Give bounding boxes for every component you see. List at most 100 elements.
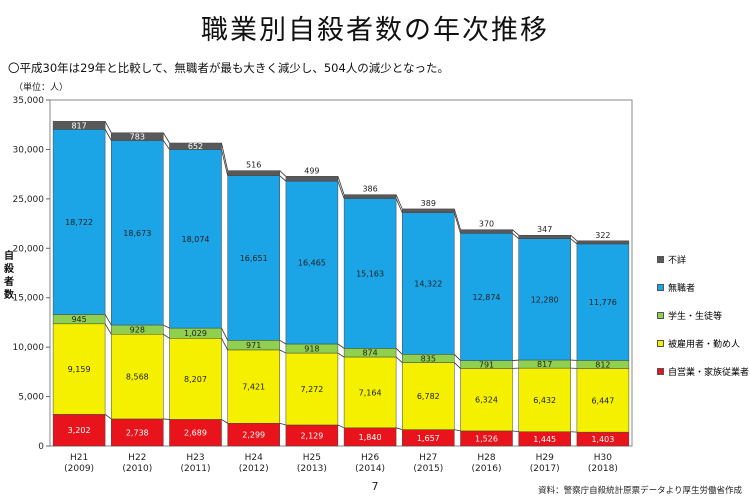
data-label-unemployed: 12,874 [473,293,501,302]
series-connector-line [395,356,403,363]
y-tick-label: 10,000 [13,343,45,353]
data-label-unknown: 817 [71,121,86,130]
bar-segment-employed [169,338,222,420]
data-label-unknown: 386 [362,185,377,194]
series-connector-line [395,348,403,355]
bar-segment-self-employed [52,414,106,447]
bar-segment-unknown [227,170,280,176]
legend-item-student: 学生・生徒等 [657,308,722,322]
x-tick-sublabel: (2014) [355,464,385,474]
data-label-employed: 6,432 [533,396,556,405]
series-connector-line [337,176,345,195]
series-connector-line [162,132,170,144]
data-label-unknown: 652 [188,142,203,151]
chart-title: 職業別自殺者数の年次推移 [201,15,549,46]
y-tick-label: 5,000 [18,393,44,403]
legend-item-unemployed: 無職者 [657,280,695,294]
series-connector-line [454,429,461,432]
series-connector-line [337,424,345,429]
bar-segment-employed [285,352,339,426]
bar-segment-unemployed [460,233,513,361]
data-label-unknown: 347 [537,225,552,234]
data-label-unknown: 370 [479,220,494,229]
y-axis-label: 自殺者数 [4,251,14,301]
bar-segment-unknown [576,240,630,245]
plot-frame [49,99,633,447]
y-tick-label: 20,000 [13,244,45,254]
bar-segment-self-employed [111,418,164,447]
data-label-student: 928 [130,326,145,335]
bar-segment-employed [52,323,106,415]
data-label-unemployed: 16,651 [240,254,268,263]
legend-label-self-employed: 自営業・家族従業者 [668,367,750,378]
series-connector-line [104,323,112,335]
x-tick-label: H22 [128,453,146,463]
bar-segment-unemployed [285,180,339,345]
series-connector-line [337,181,345,199]
y-tick-label: 15,000 [13,294,45,304]
y-tick-label: 30,000 [13,145,45,155]
series-connector-line [395,427,403,431]
series-connector-line [221,338,229,351]
series-connector-line [221,142,229,171]
data-label-unknown: 516 [246,161,261,170]
series-connector-line [221,149,229,176]
data-label-employed: 8,207 [184,375,207,384]
x-tick-label: H28 [477,453,495,463]
x-tick-sublabel: (2016) [472,464,502,474]
series-connector-line [279,349,287,354]
series-connector-line [104,414,112,420]
y-tick-label: 35,000 [13,96,45,106]
series-connector-line [512,430,519,433]
data-label-self-employed: 1,403 [591,435,614,444]
unit-label: （単位：人） [14,83,69,93]
x-tick-sublabel: (2011) [181,464,211,474]
bar-segment-unknown [111,132,164,141]
bar-segment-unemployed [402,212,455,355]
bar-segment-unknown [460,229,513,234]
bar-segment-unemployed [111,140,164,326]
x-tick-label: H25 [303,453,321,463]
data-label-student: 812 [595,360,610,369]
series-connector-line [279,170,287,177]
data-label-self-employed: 1,445 [533,435,556,444]
bar-segment-unknown [343,194,397,199]
x-tick-label: H23 [186,453,204,463]
series-connector-line [104,129,112,141]
data-label-student: 945 [71,315,86,324]
x-tick-label: H26 [361,453,379,463]
legend-item-employed: 被雇用者・勤め人 [657,336,740,350]
bar-segment-unemployed [227,175,280,341]
x-tick-label: H30 [594,453,612,463]
data-label-unknown: 322 [595,231,610,240]
data-label-unemployed: 18,673 [123,229,151,238]
data-label-unemployed: 15,163 [356,269,384,278]
series-connector-line [512,359,519,361]
bar-segment-employed [227,349,280,424]
series-connector-line [163,333,170,339]
bar-segment-unemployed [576,243,630,361]
x-tick-sublabel: (2017) [530,464,560,474]
bar-segment-unknown [518,234,571,239]
bar-segment-employed [518,367,571,432]
y-tick-label: 0 [38,442,44,452]
series-connector-line [453,212,461,234]
data-label-unemployed: 16,465 [298,259,326,268]
legend-swatch-employed [657,339,664,347]
series-connector-line [395,198,403,213]
data-label-student: 1,029 [184,329,207,338]
legend-item-unknown: 不詳 [657,252,686,266]
data-label-self-employed: 1,526 [475,434,498,443]
data-label-unemployed: 18,074 [182,235,210,244]
data-label-self-employed: 3,202 [68,426,91,435]
bar-segment-employed [576,368,630,433]
series-connector-line [453,208,461,230]
x-tick-label: H24 [245,453,263,463]
data-label-employed: 7,164 [359,388,382,397]
data-label-unemployed: 14,322 [414,280,442,289]
bar-segment-unknown [169,142,222,150]
series-connector-line [395,194,403,210]
data-label-employed: 6,782 [417,392,440,401]
data-label-employed: 6,447 [591,396,614,405]
